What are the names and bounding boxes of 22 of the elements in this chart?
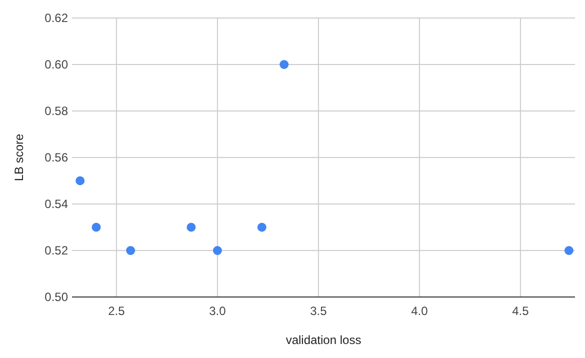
x-tick-label: 4.0 bbox=[411, 304, 428, 318]
y-tick-label: 0.56 bbox=[44, 150, 68, 165]
y-tick-label: 0.54 bbox=[44, 197, 68, 212]
point bbox=[212, 246, 222, 255]
x-tick-label: 3.0 bbox=[209, 304, 226, 318]
y-tick-label: 0.60 bbox=[44, 58, 68, 72]
x-axis-title: validation loss bbox=[286, 333, 362, 347]
y-axis-title: LB score bbox=[12, 134, 26, 182]
point bbox=[564, 246, 574, 255]
x-tick-label: 2.5 bbox=[108, 304, 126, 318]
point bbox=[76, 176, 85, 186]
x-tick-label: 3.5 bbox=[310, 304, 328, 318]
point bbox=[92, 222, 101, 232]
y-tick-label: 0.62 bbox=[44, 11, 68, 26]
y-tick-label: 0.52 bbox=[44, 244, 68, 258]
point bbox=[257, 222, 266, 232]
y-tick-label: 0.50 bbox=[44, 290, 68, 304]
point bbox=[126, 246, 136, 255]
point bbox=[280, 60, 289, 69]
y-tick-label: 0.58 bbox=[44, 104, 68, 118]
point bbox=[186, 222, 196, 232]
x-tick-label: 4.5 bbox=[512, 304, 530, 318]
